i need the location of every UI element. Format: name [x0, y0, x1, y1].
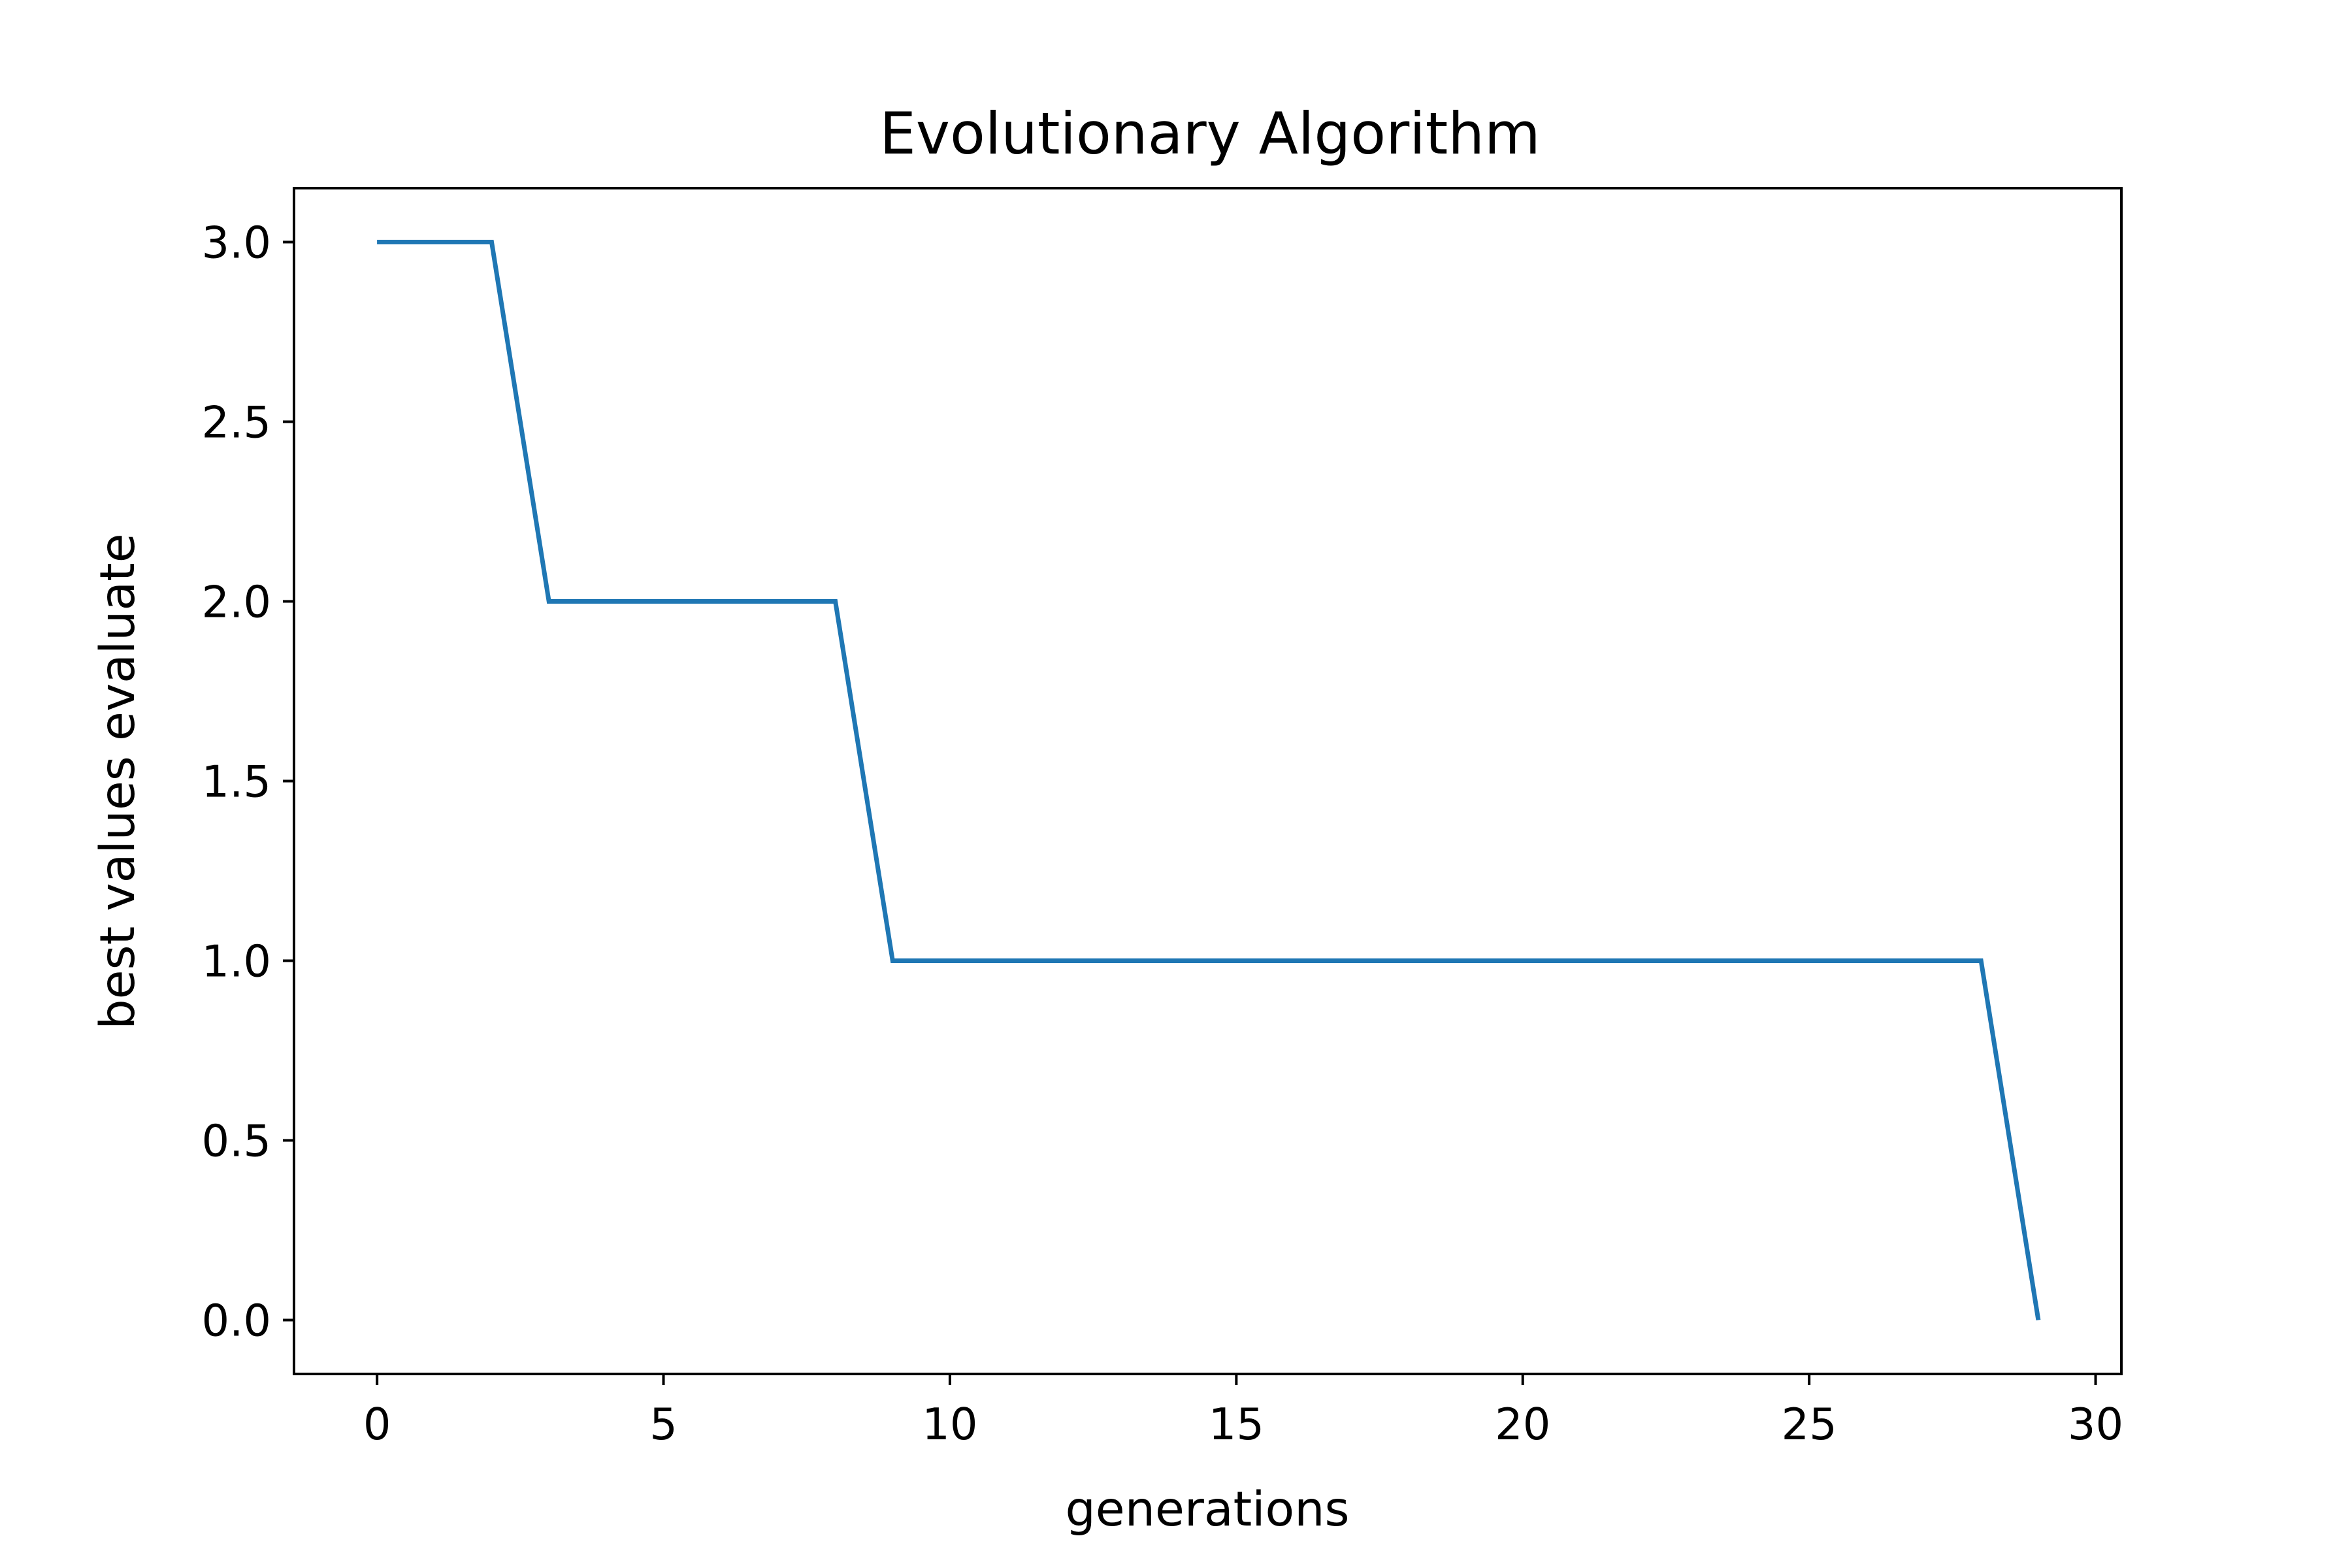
y-tick-label: 2.5	[201, 397, 271, 448]
x-tick-label: 25	[1782, 1399, 1837, 1450]
series-layer	[377, 240, 2041, 1321]
y-tick-label: 1.0	[201, 936, 271, 987]
y-tick-label: 0.5	[201, 1116, 271, 1167]
x-axis-label: generations	[1065, 1482, 1349, 1537]
x-tick-label: 30	[2068, 1399, 2123, 1450]
x-tick-label: 15	[1209, 1399, 1264, 1450]
y-axis: 0.0 0.5 1.0 1.5 2.0 2.5 3.0	[201, 218, 294, 1347]
y-tick-label: 0.0	[201, 1296, 271, 1347]
x-tick-label: 0	[363, 1399, 391, 1450]
chart-title: Evolutionary Algorithm	[879, 100, 1540, 167]
y-tick-label: 2.0	[201, 577, 271, 628]
y-tick-label: 3.0	[201, 218, 271, 269]
y-tick-label: 1.5	[201, 757, 271, 808]
y-axis-label: best values evaluate	[90, 533, 146, 1029]
x-axis: 0 5 10 15 20 25 30	[363, 1374, 2123, 1450]
x-tick-label: 5	[649, 1399, 678, 1450]
series-line-0	[377, 240, 2041, 1321]
x-tick-label: 20	[1495, 1399, 1550, 1450]
x-tick-label: 10	[922, 1399, 977, 1450]
